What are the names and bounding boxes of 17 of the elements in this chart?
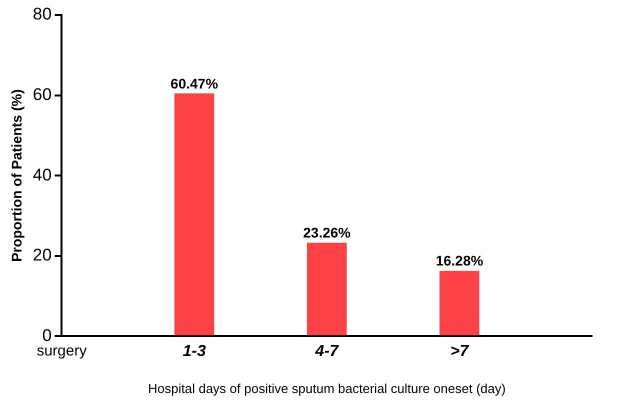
- data-label: 23.26%: [303, 224, 352, 241]
- y-tick-label: 60: [32, 84, 52, 104]
- y-tick-label: 20: [32, 246, 52, 265]
- y-tick-label: 80: [32, 4, 52, 24]
- data-label: 60.47%: [170, 75, 219, 92]
- x-tick-label: surgery: [36, 342, 88, 360]
- data-label: 16.28%: [436, 252, 484, 269]
- x-tick-label: 4-7: [314, 343, 340, 360]
- x-axis-title: Hospital days of positive sputum bacterial culture oneset (day): [148, 380, 506, 396]
- x-tick-label: >7: [450, 343, 470, 360]
- bar: [306, 242, 347, 336]
- y-axis-title: Proportion of Patients (%): [8, 89, 24, 262]
- bar: [440, 270, 480, 336]
- bar: [174, 93, 214, 336]
- y-tick-label: 40: [32, 165, 52, 184]
- y-tick-label: 0: [42, 326, 52, 345]
- x-tick-label: 1-3: [182, 343, 206, 360]
